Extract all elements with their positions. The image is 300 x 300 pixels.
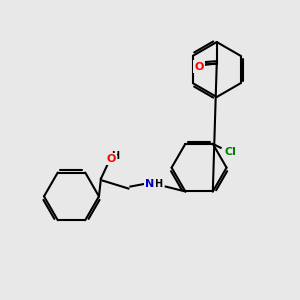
Text: O: O <box>194 61 204 72</box>
Text: N: N <box>146 178 154 189</box>
Text: O: O <box>106 154 116 164</box>
Text: H: H <box>154 178 162 189</box>
Text: H: H <box>112 151 120 161</box>
Text: Cl: Cl <box>224 147 236 157</box>
